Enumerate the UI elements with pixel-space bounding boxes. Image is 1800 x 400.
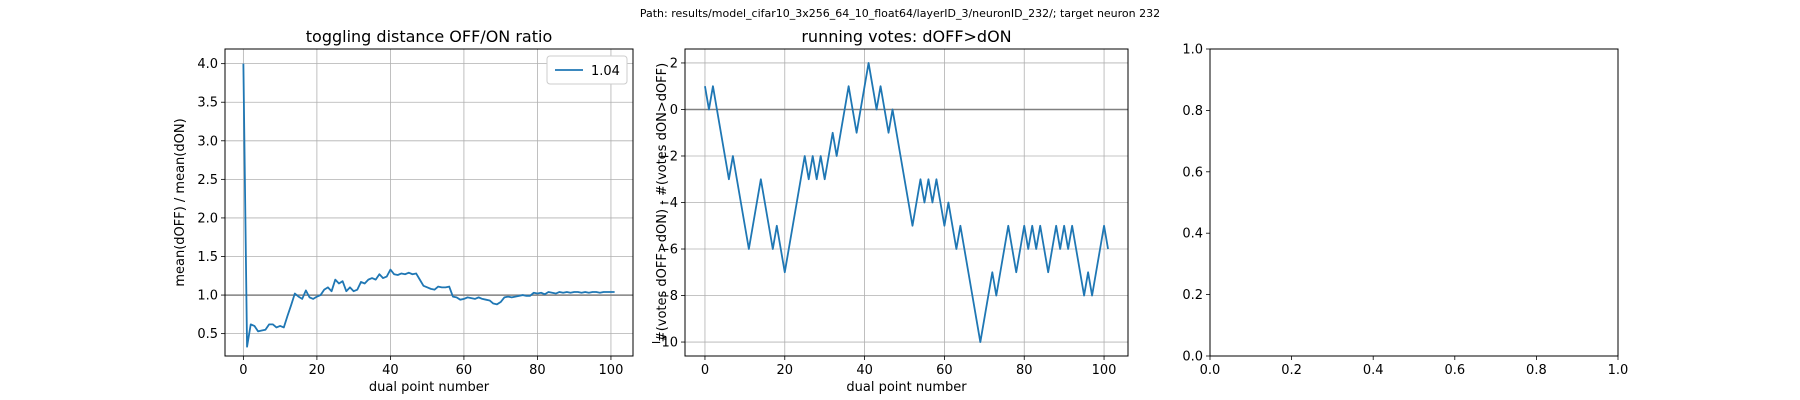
y-tick-label: 0.0: [1182, 350, 1203, 365]
x-tick-label: 100: [599, 363, 624, 378]
y-tick-label: −10: [651, 336, 678, 351]
y-tick-label: 3.0: [197, 134, 218, 149]
x-tick-label: 0.0: [1200, 363, 1221, 378]
x-tick-label: 0.8: [1526, 363, 1547, 378]
series-line: [704, 62, 1109, 343]
x-tick-label: 80: [1016, 363, 1033, 378]
x-tick-label: 20: [309, 363, 326, 378]
axes-running-votes: 0 20 40 60 80 100 −10 −8 −6 −4 −2 0 2 running votes: …: [651, 27, 1129, 395]
axes-frame: [224, 48, 634, 357]
y-tick-label: 0.8: [1182, 104, 1203, 119]
x-axis-label: dual point number: [846, 380, 967, 395]
y-tick-label: 2: [670, 56, 678, 71]
legend-box: [546, 55, 628, 85]
y-tick-label: 1.5: [197, 250, 218, 265]
axes-frame: [1209, 48, 1619, 357]
y-tick-label: 4.0: [197, 57, 218, 72]
x-tick-label: 60: [456, 363, 473, 378]
x-tick-label: 0: [239, 363, 247, 378]
x-tick-label: 0.6: [1444, 363, 1465, 378]
x-tick-label: 40: [382, 363, 399, 378]
x-tick-label: 20: [777, 363, 794, 378]
x-tick-label: 0.4: [1363, 363, 1384, 378]
x-tick-label: 60: [936, 363, 953, 378]
y-tick-label: 0.5: [197, 327, 218, 342]
y-tick-label: 0: [670, 103, 678, 118]
legend: 1.04: [546, 55, 628, 85]
y-tick-label: 2.0: [197, 211, 218, 226]
y-tick-label: 0.4: [1182, 227, 1203, 242]
y-axis-label: #(votes dOFF>dON) - #(votes dON>dOFF): [655, 63, 670, 342]
y-tick-label: 1.0: [1182, 43, 1203, 58]
x-axis-label: dual point number: [369, 380, 490, 395]
y-tick-label: −8: [659, 289, 678, 304]
axes-title: toggling distance OFF/ON ratio: [306, 27, 552, 46]
y-axis-label: mean(dOFF) / mean(dON): [173, 118, 188, 286]
y-tick-label: 1.0: [197, 289, 218, 304]
axes-toggling-ratio: 0 20 40 60 80 100 0.5 1.0 1.5 2.0 2.5 3.0 3.5 4.0 togg…: [173, 27, 634, 395]
y-tick-label: 3.5: [197, 96, 218, 111]
y-tick-label: 0.2: [1182, 288, 1203, 303]
y-tick-label: 2.5: [197, 173, 218, 188]
y-tick-label: −2: [659, 149, 678, 164]
y-tick-label: −6: [659, 243, 678, 258]
legend-label: 1.04: [591, 64, 620, 79]
x-tick-label: 80: [529, 363, 546, 378]
x-tick-label: 0.2: [1281, 363, 1302, 378]
series-line: [242, 63, 615, 348]
axes-empty: 0.0 0.2 0.4 0.6 0.8 1.0 0.0 0.2 0.4 0.6 0.8 1.0: [1182, 43, 1628, 379]
x-tick-label: 0: [701, 363, 709, 378]
x-tick-label: 1.0: [1608, 363, 1629, 378]
axes-title: running votes: dOFF>dON: [801, 27, 1011, 46]
figure-suptitle: Path: results/model_cifar10_3x256_64_10_…: [640, 7, 1160, 20]
x-tick-label: 100: [1092, 363, 1117, 378]
y-tick-label: 0.6: [1182, 165, 1203, 180]
y-tick-label: −4: [659, 196, 678, 211]
x-tick-label: 40: [856, 363, 873, 378]
